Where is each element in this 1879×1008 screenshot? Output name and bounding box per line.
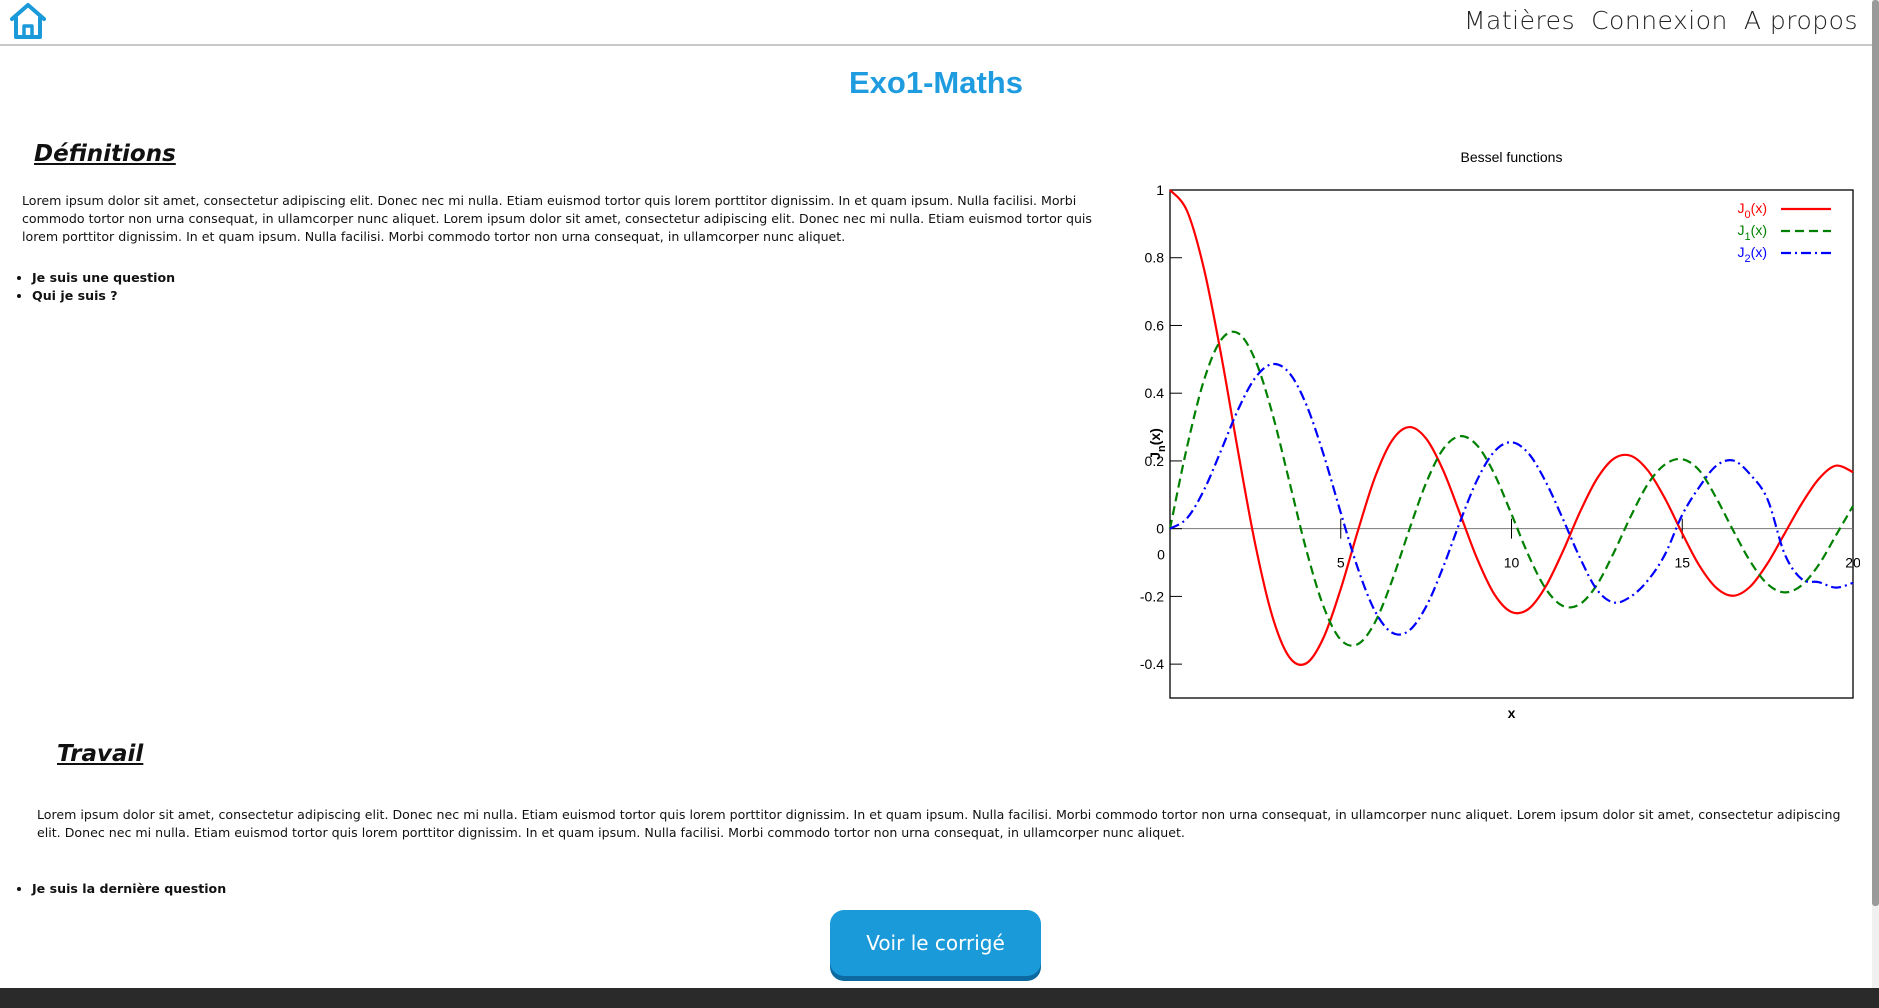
- y-tick-label: 1: [1156, 182, 1164, 198]
- y-axis-label: Jn(x): [1147, 428, 1168, 460]
- home-icon[interactable]: [8, 2, 48, 40]
- y-tick-label: 0: [1156, 521, 1164, 537]
- definitions-question-list: Je suis une question Qui je suis ?: [32, 269, 175, 305]
- series-line-j2: [1169, 362, 1854, 636]
- list-item: Je suis la dernière question: [32, 880, 226, 898]
- x-tick-label: 0: [1157, 547, 1165, 563]
- x-tick-label: 10: [1504, 555, 1520, 571]
- nav-link-matieres[interactable]: Matières: [1463, 6, 1576, 35]
- nav-link-connexion[interactable]: Connexion: [1591, 6, 1728, 35]
- legend-label-j2: J2(x): [1738, 244, 1767, 265]
- plot-frame: [1169, 189, 1854, 699]
- series-line-j1: [1168, 330, 1854, 647]
- definitions-title: Définitions: [34, 141, 176, 167]
- legend-label-j0: J0(x): [1738, 200, 1767, 221]
- scrollbar-thumb[interactable]: [1872, 0, 1879, 906]
- travail-question-list: Je suis la dernière question: [32, 880, 226, 898]
- y-tick-label: 0.6: [1145, 317, 1165, 333]
- top-navbar: Matières Connexion A propos: [0, 0, 1872, 46]
- travail-title: Travail: [57, 741, 144, 767]
- footer: [0, 988, 1879, 1008]
- main-nav: Matières Connexion A propos: [1464, 6, 1858, 35]
- chart-title: Bessel functions: [1461, 149, 1563, 165]
- bessel-chart: Bessel functions 1 0.8 0.6 0.4 0.2 0 -0.2 -0.4 0 5…: [1140, 149, 1860, 721]
- x-tick-label: 20: [1845, 555, 1860, 571]
- y-tick-label: -0.4: [1140, 656, 1164, 672]
- list-item: Qui je suis ?: [32, 287, 175, 305]
- y-tick-label: 0.4: [1145, 385, 1165, 401]
- y-tick-label: 0.2: [1145, 453, 1165, 469]
- voir-corrige-button[interactable]: Voir le corrigé: [830, 910, 1041, 976]
- nav-link-a-propos[interactable]: A propos: [1743, 6, 1858, 35]
- page-title: Exo1-Maths: [849, 65, 1023, 100]
- x-tick-label: 15: [1674, 555, 1690, 571]
- y-tick-label: -0.2: [1140, 588, 1164, 604]
- page-scrollbar[interactable]: [1872, 0, 1879, 988]
- travail-paragraph: Lorem ipsum dolor sit amet, consectetur …: [37, 807, 1841, 840]
- x-axis-label: x: [1508, 705, 1516, 721]
- definitions-paragraph: Lorem ipsum dolor sit amet, consectetur …: [22, 193, 1092, 244]
- list-item: Je suis une question: [32, 269, 175, 287]
- x-tick-label: 5: [1337, 555, 1345, 571]
- series-line-j0: [1169, 189, 1854, 666]
- legend-label-j1: J1(x): [1738, 222, 1767, 243]
- y-tick-label: 0.8: [1145, 250, 1165, 266]
